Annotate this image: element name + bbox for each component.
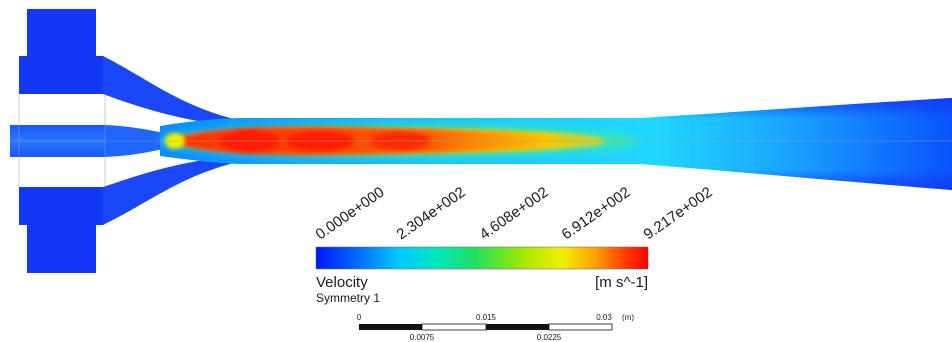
legend-tick-label: 9.217e+002: [641, 184, 716, 244]
legend-variable-name: Velocity: [316, 274, 368, 291]
scale-segment-filled: [359, 324, 422, 330]
legend-tick-label: 0.000e+000: [313, 184, 388, 244]
legend-tick-labels: 0.000e+000 2.304e+002 4.608e+002 6.912e+…: [313, 184, 716, 244]
scale-bar: 0 0.015 0.03 (m) 0.0075 0.0225: [357, 313, 635, 342]
scale-segment-filled: [486, 324, 549, 330]
color-legend: 0.000e+000 2.304e+002 4.608e+002 6.912e+…: [313, 184, 716, 305]
scale-unit: (m): [622, 313, 634, 322]
scale-label: 0: [357, 313, 362, 322]
geometry-lines: [10, 94, 952, 187]
legend-units: [m s^-1]: [595, 274, 648, 291]
scale-label: 0.015: [476, 313, 497, 322]
legend-tick-label: 6.912e+002: [559, 184, 634, 244]
scale-label: 0.0225: [537, 333, 562, 342]
legend-location: Symmetry 1: [316, 291, 380, 305]
scale-label: 0.0075: [410, 333, 435, 342]
legend-tick-label: 4.608e+002: [477, 184, 552, 244]
lower-inlet-block: [19, 156, 238, 273]
legend-tick-label: 2.304e+002: [394, 184, 469, 244]
scale-label: 0.03: [596, 313, 612, 322]
scale-segment-empty: [548, 323, 613, 331]
scale-segment-empty: [421, 323, 487, 331]
legend-color-bar: [315, 246, 649, 270]
upper-inlet-block: [19, 9, 238, 126]
